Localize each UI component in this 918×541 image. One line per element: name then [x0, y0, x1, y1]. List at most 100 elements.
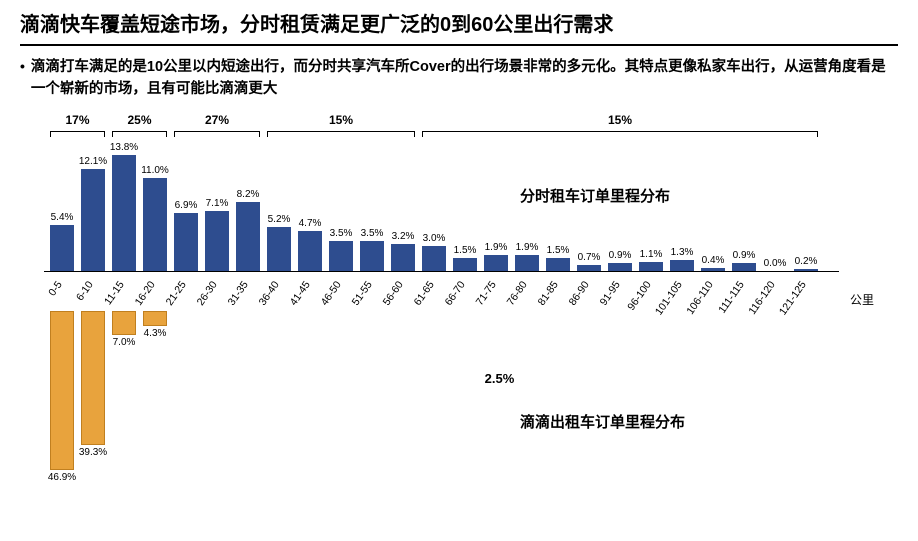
bar-value-top: 3.0%: [423, 233, 446, 244]
group-label: 15%: [329, 113, 353, 127]
bar-value-bottom: 4.3%: [144, 328, 167, 339]
bar-timeshare: [515, 255, 539, 271]
bar-timeshare: [81, 169, 105, 271]
x-category: 76-80: [504, 279, 529, 308]
group-bracket: [174, 131, 260, 137]
bar-didi: [81, 311, 105, 445]
distribution-chart: 17% 25% 27% 15% 15% 5.4% 12.1%13.8% 11.0% 6.9% 7.…: [20, 111, 900, 531]
bar-value-top: 3.2%: [392, 231, 415, 242]
x-category: 66-70: [442, 279, 467, 308]
group-label: 17%: [65, 113, 89, 127]
x-category: 26-30: [194, 279, 219, 308]
group-label: 25%: [127, 113, 151, 127]
x-category: 0-5: [46, 279, 65, 298]
bar-timeshare: [298, 231, 322, 271]
x-category: 21-25: [163, 279, 188, 308]
bar-value-top: 1.5%: [454, 245, 477, 256]
x-category: 96-100: [625, 279, 654, 313]
series-title-didi: 滴滴出租车订单里程分布: [520, 411, 685, 432]
bar-value-top: 11.0%: [141, 165, 169, 176]
bar-value-top: 0.2%: [795, 256, 818, 267]
x-category: 46-50: [318, 279, 343, 308]
x-category: 41-45: [287, 279, 312, 308]
bar-timeshare: [143, 178, 167, 271]
bar-timeshare: [360, 241, 384, 271]
bar-timeshare: [391, 244, 415, 271]
bar-timeshare: [267, 227, 291, 271]
bar-timeshare: [577, 265, 601, 271]
bar-value-bottom: 39.3%: [79, 447, 107, 458]
bar-value-top: 3.5%: [330, 228, 353, 239]
bar-value-top: 0.4%: [702, 255, 725, 266]
bar-timeshare: [174, 213, 198, 271]
bar-timeshare: [236, 202, 260, 271]
axis-top: [44, 271, 839, 272]
bar-value-top: 4.7%: [299, 218, 322, 229]
bar-value-top: 1.1%: [640, 249, 663, 260]
x-category: 71-75: [473, 279, 498, 308]
x-category: 86-90: [566, 279, 591, 308]
bar-value-top: 0.9%: [733, 250, 756, 261]
bar-value-top: 12.1%: [79, 156, 107, 167]
bar-didi: [143, 311, 167, 326]
bar-value-top: 7.1%: [206, 198, 229, 209]
bar-value-top: 0.9%: [609, 250, 632, 261]
group-bracket: [50, 131, 105, 137]
x-category: 31-35: [225, 279, 250, 308]
x-category: 106-110: [684, 279, 715, 317]
group-label: 15%: [608, 113, 632, 127]
bar-value-top: 13.8%: [110, 142, 138, 153]
bar-timeshare: [50, 225, 74, 271]
group-bracket: [112, 131, 167, 137]
bar-timeshare: [794, 269, 818, 271]
bar-timeshare: [484, 255, 508, 271]
x-category: 121-125: [777, 279, 809, 317]
bar-value-top: 8.2%: [237, 189, 260, 200]
bar-value-top: 6.9%: [175, 200, 198, 211]
bar-timeshare: [608, 263, 632, 271]
bar-value-top: 1.9%: [485, 242, 508, 253]
bar-timeshare: [546, 258, 570, 271]
bar-value-top: 1.5%: [547, 245, 570, 256]
tail-label: 2.5%: [485, 371, 515, 386]
bar-didi: [50, 311, 74, 470]
x-category: 16-20: [132, 279, 157, 308]
unit-label: 公里: [850, 291, 874, 308]
bar-timeshare: [112, 155, 136, 271]
x-category: 81-85: [535, 279, 560, 308]
bar-value-top: 5.4%: [51, 212, 74, 223]
x-category: 56-60: [380, 279, 405, 308]
subtitle-block: • 滴滴打车满足的是10公里以内短途出行，而分时共享汽车所Cover的出行场景非…: [20, 56, 898, 101]
x-category: 11-15: [102, 279, 127, 307]
bar-timeshare: [701, 268, 725, 271]
bar-value-bottom: 46.9%: [48, 472, 76, 483]
x-category: 36-40: [256, 279, 281, 308]
x-category: 111-115: [716, 279, 747, 316]
bullet-icon: •: [20, 56, 25, 101]
x-category: 61-65: [411, 279, 436, 308]
bar-value-top: 0.0%: [764, 258, 787, 269]
bar-didi: [112, 311, 136, 335]
bar-value-top: 0.7%: [578, 252, 601, 263]
bar-value-top: 5.2%: [268, 214, 291, 225]
bar-timeshare: [329, 241, 353, 271]
x-category: 116-120: [746, 279, 777, 317]
page-title: 滴滴快车覆盖短途市场，分时租赁满足更广泛的0到60公里出行需求: [20, 12, 898, 46]
group-bracket: [267, 131, 415, 137]
group-label: 27%: [205, 113, 229, 127]
bar-timeshare: [453, 258, 477, 271]
bar-timeshare: [670, 260, 694, 271]
group-bracket: [422, 131, 818, 137]
bar-timeshare: [422, 246, 446, 271]
bar-value-bottom: 7.0%: [113, 337, 136, 348]
x-category: 6-10: [74, 279, 96, 303]
bar-value-top: 3.5%: [361, 228, 384, 239]
x-category: 51-55: [349, 279, 374, 308]
x-category: 101-105: [653, 279, 685, 317]
bar-timeshare: [732, 263, 756, 271]
x-category: 91-95: [597, 279, 622, 308]
bar-timeshare: [205, 211, 229, 271]
bar-value-top: 1.9%: [516, 242, 539, 253]
bar-timeshare: [639, 262, 663, 271]
subtitle-text: 滴滴打车满足的是10公里以内短途出行，而分时共享汽车所Cover的出行场景非常的…: [31, 56, 898, 101]
